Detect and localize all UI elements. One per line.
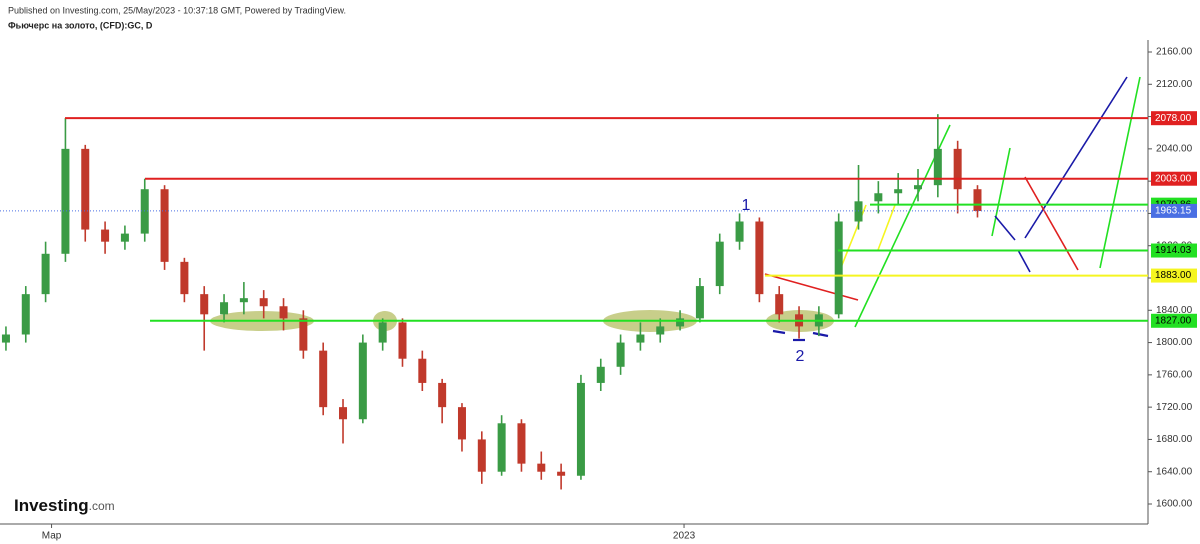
candle-body [676, 318, 685, 327]
candle-body [933, 148, 942, 186]
candle-body [81, 148, 90, 230]
bottom-mark [812, 331, 829, 338]
candle-body [715, 241, 724, 287]
candle-body [537, 463, 546, 472]
annotation: 1 [742, 197, 751, 214]
candle-body [517, 423, 526, 464]
logo: Investing.com [14, 496, 115, 515]
candle-body [438, 382, 447, 408]
candle-body [755, 221, 764, 295]
level-tag [1151, 243, 1197, 258]
level-tag [1151, 268, 1197, 283]
candle-body [339, 407, 348, 420]
candle-body [319, 350, 328, 408]
y-tick-label: 1640.00 [1156, 466, 1193, 477]
annotation: 2 [796, 348, 805, 365]
x-tick-label: 2023 [673, 531, 696, 542]
candle-body [21, 294, 30, 335]
candle-body [636, 334, 645, 343]
candle-body [695, 286, 704, 319]
candle-body [656, 326, 665, 335]
candle-body [41, 253, 50, 295]
logo-suffix: .com [89, 499, 115, 513]
candle-body [497, 423, 506, 472]
candle-body [180, 261, 189, 295]
candle-body [398, 322, 407, 359]
y-tick-label: 1680.00 [1156, 434, 1193, 445]
candle-body [735, 221, 744, 242]
y-tick-label: 1800.00 [1156, 337, 1193, 348]
candle-body [834, 221, 843, 315]
y-tick-label: 1840.00 [1156, 305, 1193, 316]
level-tag [1151, 111, 1197, 126]
forecast-line [991, 147, 1011, 237]
candle-body [378, 322, 387, 343]
candle-body [894, 189, 903, 194]
y-tick-label: 1720.00 [1156, 402, 1193, 413]
candle-body [220, 302, 229, 315]
level-label: 1963.15 [1155, 206, 1192, 217]
candle-body [557, 471, 566, 476]
x-tick-label: Мар [42, 531, 62, 542]
published-note: Published on Investing.com, 25/May/2023 … [8, 5, 346, 15]
drawings [1, 76, 1141, 490]
logo-text: Investing [14, 496, 89, 515]
forecast-line [1024, 176, 1079, 271]
forecast-line [994, 215, 1016, 241]
candle-body [200, 294, 209, 315]
candle-body [140, 189, 149, 234]
level-label: 2078.00 [1155, 113, 1192, 124]
forecast-line [1017, 249, 1031, 273]
candle-body [358, 342, 367, 420]
candle-body [279, 306, 288, 319]
y-tick-label: 2040.00 [1156, 143, 1193, 154]
candle-body [616, 342, 625, 367]
trend-line [877, 204, 896, 251]
level-tag [1151, 203, 1197, 218]
candle-body [101, 229, 110, 242]
candle-body [775, 294, 784, 315]
candle-body [457, 407, 466, 440]
forecast-line [1099, 76, 1141, 269]
candle-body [914, 185, 923, 190]
bottom-mark [772, 329, 786, 335]
candle-body [953, 148, 962, 190]
level-label: 2003.00 [1155, 173, 1192, 184]
candle-body [854, 201, 863, 222]
candle-body [120, 233, 129, 242]
y-tick-label: 2120.00 [1156, 79, 1193, 90]
candle-body [973, 189, 982, 212]
level-tag [1151, 313, 1197, 328]
level-tag [1151, 171, 1197, 186]
candle-body [418, 358, 427, 383]
candle-body [477, 439, 486, 472]
candle-body [259, 298, 268, 307]
level-label: 1827.00 [1155, 315, 1192, 326]
chart-title: Фьючерс на золото, (CFD):GC, D [8, 20, 153, 30]
level-label: 1914.03 [1155, 245, 1192, 256]
y-tick-label: 2160.00 [1156, 47, 1193, 58]
candle-body [874, 193, 883, 202]
candle-body [1, 334, 10, 343]
candle-body [61, 148, 70, 254]
candle-body [239, 298, 248, 303]
candle-body [576, 382, 585, 476]
y-tick-label: 1600.00 [1156, 499, 1193, 510]
level-label: 1883.00 [1155, 270, 1192, 281]
candle-body [299, 318, 308, 351]
candle-body [596, 366, 605, 383]
y-tick-label: 1760.00 [1156, 369, 1193, 380]
candle-body [160, 189, 169, 262]
